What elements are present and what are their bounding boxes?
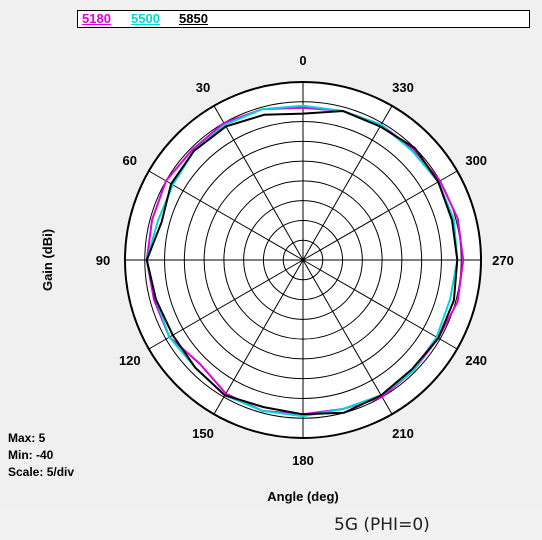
- angle-label-300: 300: [465, 153, 487, 168]
- angle-label-60: 60: [123, 153, 137, 168]
- data-series: [145, 104, 465, 418]
- grid-spoke: [302, 259, 393, 415]
- legend-item-5180: 5180: [82, 11, 111, 26]
- angle-label-330: 330: [392, 80, 414, 95]
- grid-spoke: [148, 259, 304, 350]
- grid-spoke: [213, 259, 304, 415]
- min-value-text: Min: -40: [8, 448, 54, 462]
- angle-label-30: 30: [196, 80, 210, 95]
- polar-plot-area: 0 30 60 90 120 150 180 210 240 270 300 330 Angle (d…: [40, 53, 514, 504]
- legend-item-5850: 5850: [179, 11, 208, 26]
- x-axis-title: Angle (deg): [267, 489, 339, 504]
- angle-label-120: 120: [119, 353, 141, 368]
- y-axis-title: Gain (dBi): [40, 229, 55, 291]
- angle-label-180: 180: [292, 453, 314, 468]
- angle-label-210: 210: [392, 426, 414, 441]
- grid-spoke: [302, 105, 393, 261]
- scale-text: Scale: 5/div: [8, 465, 75, 479]
- angle-label-270: 270: [492, 253, 514, 268]
- legend-item-5500: 5500: [131, 11, 160, 26]
- series-5850: [145, 109, 459, 416]
- polar-grid: [124, 81, 482, 439]
- angle-label-0: 0: [299, 53, 306, 68]
- grid-spoke: [213, 105, 304, 261]
- polar-chart: 5180 5500 5850 0 30 60 90 120 150 180 210 240 270…: [8, 10, 530, 504]
- grid-spoke: [148, 170, 304, 261]
- grid-spoke: [302, 170, 458, 261]
- angle-label-150: 150: [192, 426, 214, 441]
- chart-caption: 5G (PHI=0): [334, 515, 430, 535]
- legend: 5180 5500 5850: [77, 10, 530, 28]
- max-value-text: Max: 5: [8, 431, 46, 445]
- angle-labels: 0 30 60 90 120 150 180 210 240 270 300 330: [96, 53, 514, 468]
- angle-label-90: 90: [96, 253, 110, 268]
- angle-label-240: 240: [465, 353, 487, 368]
- grid-spoke: [302, 259, 458, 350]
